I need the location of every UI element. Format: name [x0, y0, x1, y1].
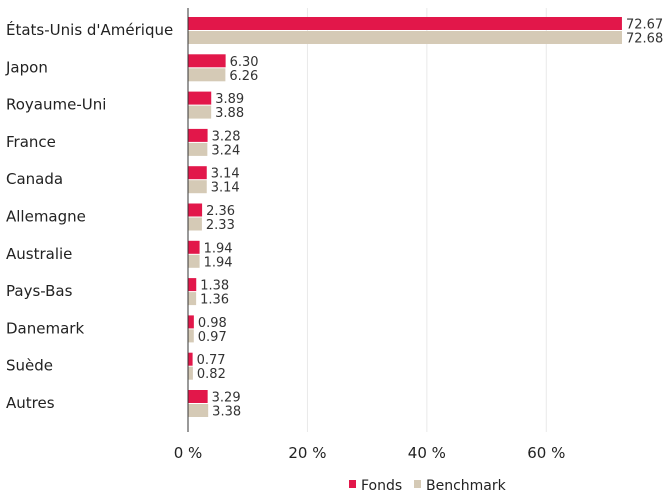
- category-label: Suède: [6, 357, 53, 375]
- value-label-fonds: 1.94: [204, 241, 233, 256]
- legend-label-benchmark: Benchmark: [426, 478, 507, 494]
- bar-benchmark-1: [188, 68, 226, 82]
- bar-benchmark-9: [188, 366, 193, 380]
- value-label-fonds: 6.30: [230, 55, 259, 70]
- value-label-benchmark: 0.97: [198, 330, 227, 345]
- value-label-benchmark: 1.94: [204, 255, 233, 270]
- bar-fonds-6: [188, 240, 200, 254]
- value-label-benchmark: 2.33: [206, 218, 235, 233]
- legend: Fonds Benchmark: [349, 478, 507, 494]
- value-label-fonds: 2.36: [206, 204, 235, 219]
- value-label-fonds: 3.29: [212, 391, 241, 406]
- value-label-benchmark: 72.68: [626, 32, 663, 47]
- grid-lines: [306, 8, 547, 432]
- bars: [188, 17, 622, 417]
- category-label: Australie: [6, 245, 72, 263]
- bar-benchmark-0: [188, 31, 622, 44]
- category-label: Canada: [6, 170, 63, 188]
- bar-benchmark-7: [188, 292, 197, 306]
- value-label-fonds: 0.77: [197, 353, 226, 368]
- legend-swatch-fonds: [349, 480, 356, 488]
- bar-benchmark-6: [188, 254, 200, 268]
- value-label-fonds: 72.67: [626, 18, 663, 33]
- x-tick-labels: 0 % 20 % 40 % 60 %: [174, 444, 566, 462]
- value-label-fonds: 1.38: [200, 279, 229, 294]
- x-tick-label: 0 %: [174, 444, 203, 462]
- category-label: États-Unis d'Amérique: [6, 20, 173, 39]
- bar-benchmark-3: [188, 142, 208, 156]
- value-label-benchmark: 6.26: [229, 69, 258, 84]
- x-tick-label: 40 %: [408, 444, 446, 462]
- bar-benchmark-2: [188, 105, 212, 119]
- legend-swatch-benchmark: [414, 480, 421, 488]
- bar-fonds-2: [188, 91, 212, 105]
- value-label-benchmark: 0.82: [197, 367, 226, 382]
- value-label-benchmark: 3.38: [212, 405, 241, 420]
- bar-fonds-7: [188, 278, 197, 292]
- bar-fonds-1: [188, 54, 226, 68]
- category-label: Allemagne: [6, 208, 86, 226]
- bar-fonds-8: [188, 315, 194, 329]
- bar-fonds-3: [188, 128, 208, 142]
- bar-benchmark-4: [188, 180, 207, 194]
- value-labels: 72.6772.686.306.263.893.883.283.243.143.…: [197, 18, 664, 420]
- value-label-benchmark: 3.88: [215, 106, 244, 121]
- x-tick-label: 60 %: [527, 444, 565, 462]
- bar-fonds-0: [188, 17, 622, 30]
- value-label-fonds: 0.98: [198, 316, 227, 331]
- value-label-fonds: 3.14: [211, 167, 240, 182]
- bar-fonds-10: [188, 390, 208, 403]
- value-label-fonds: 3.89: [215, 92, 244, 107]
- x-tick-label: 20 %: [288, 444, 326, 462]
- category-label: Autres: [6, 394, 55, 412]
- legend-label-fonds: Fonds: [361, 478, 402, 494]
- category-labels: États-Unis d'Amérique Japon Royaume-Uni Fra…: [5, 20, 173, 412]
- category-label: Royaume-Uni: [6, 96, 106, 114]
- category-label: Danemark: [6, 319, 84, 337]
- bar-benchmark-5: [188, 217, 202, 231]
- value-label-benchmark: 3.14: [211, 181, 240, 196]
- bar-fonds-5: [188, 203, 203, 217]
- bar-fonds-9: [188, 352, 193, 366]
- bar-benchmark-10: [188, 404, 209, 417]
- category-label: Pays-Bas: [6, 282, 73, 300]
- value-label-fonds: 3.28: [212, 129, 241, 144]
- category-label: Japon: [5, 58, 48, 76]
- bar-fonds-4: [188, 166, 207, 180]
- category-label: France: [6, 133, 56, 151]
- bar-benchmark-8: [188, 329, 194, 343]
- value-label-benchmark: 1.36: [200, 293, 229, 308]
- value-label-benchmark: 3.24: [211, 143, 240, 158]
